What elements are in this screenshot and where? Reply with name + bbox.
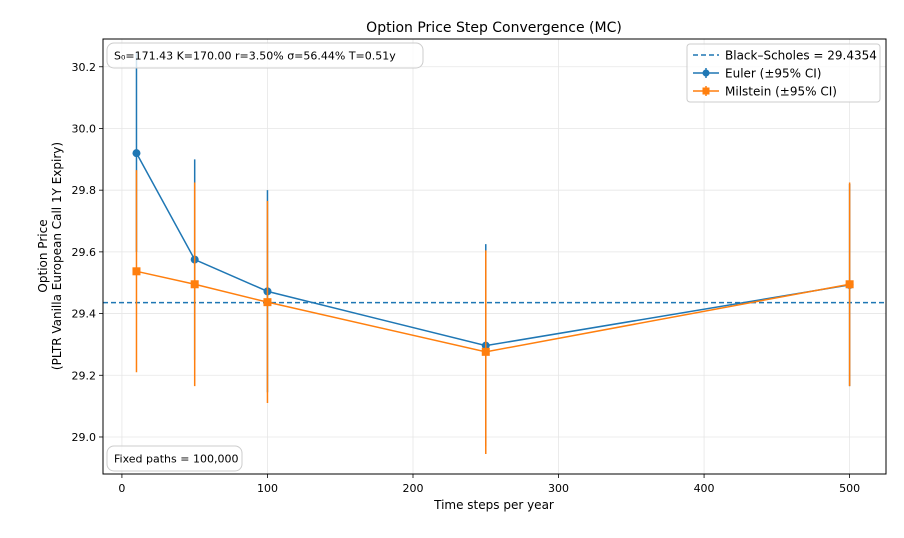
params-box-frame — [106, 42, 424, 69]
legend-label-euler: Euler (±95% CI) — [725, 67, 821, 81]
chart-title: Option Price Step Convergence (MC) — [366, 20, 622, 36]
milstein-point — [190, 280, 199, 289]
y-axis-label-line1: Option Price — [36, 219, 50, 292]
series-milstein — [132, 170, 854, 454]
y-tick-label: 30.2 — [72, 61, 97, 74]
milstein-point — [132, 267, 141, 276]
legend: Black–Scholes = 29.4354 Euler (±95% CI) … — [686, 43, 881, 103]
legend-label-black-scholes: Black–Scholes = 29.4354 — [725, 49, 877, 63]
x-tick-label: 300 — [548, 482, 569, 495]
x-tick-label: 400 — [694, 482, 715, 495]
series-euler — [132, 52, 854, 447]
y-tick-label: 29.6 — [72, 246, 97, 259]
paths-box-frame — [106, 445, 243, 472]
y-tick-label: 30.0 — [72, 122, 97, 135]
legend-swatch-euler — [693, 68, 719, 78]
euler-line — [135, 152, 850, 347]
x-tick-label: 100 — [257, 482, 278, 495]
y-tick-label: 29.0 — [72, 431, 97, 444]
series-layer — [132, 52, 854, 454]
legend-frame — [686, 43, 881, 103]
x-tick-label: 500 — [839, 482, 860, 495]
paths-box: Fixed paths = 100,000 — [106, 445, 243, 472]
params-box: S₀=171.43 K=170.00 r=3.50% σ=56.44% T=0.… — [106, 42, 424, 69]
x-tick-label: 200 — [402, 482, 423, 495]
milstein-point — [263, 298, 272, 307]
grid — [103, 39, 886, 474]
milstein-line — [136, 270, 850, 353]
paths-text: Fixed paths = 100,000 — [114, 453, 238, 466]
y-tick-label: 29.4 — [72, 308, 97, 321]
legend-label-milstein: Milstein (±95% CI) — [725, 85, 837, 99]
params-text: S₀=171.43 K=170.00 r=3.50% σ=56.44% T=0.… — [114, 50, 396, 63]
y-tick-label: 29.2 — [72, 369, 97, 382]
y-axis: 29.0 29.2 29.4 29.6 29.8 30.0 30.2 — [72, 61, 103, 444]
euler-point — [132, 149, 141, 158]
x-axis-label: Time steps per year — [433, 498, 554, 512]
legend-swatch-milstein — [693, 86, 719, 96]
y-tick-label: 29.8 — [72, 184, 97, 197]
milstein-point — [845, 280, 854, 289]
x-tick-label: 0 — [118, 482, 125, 495]
milstein-point — [481, 347, 490, 356]
y-axis-label-line2: (PLTR Vanilla European Call 1Y Expiry) — [50, 142, 64, 370]
plot-frame — [102, 38, 887, 475]
x-axis: 0 100 200 300 400 500 — [118, 474, 860, 495]
